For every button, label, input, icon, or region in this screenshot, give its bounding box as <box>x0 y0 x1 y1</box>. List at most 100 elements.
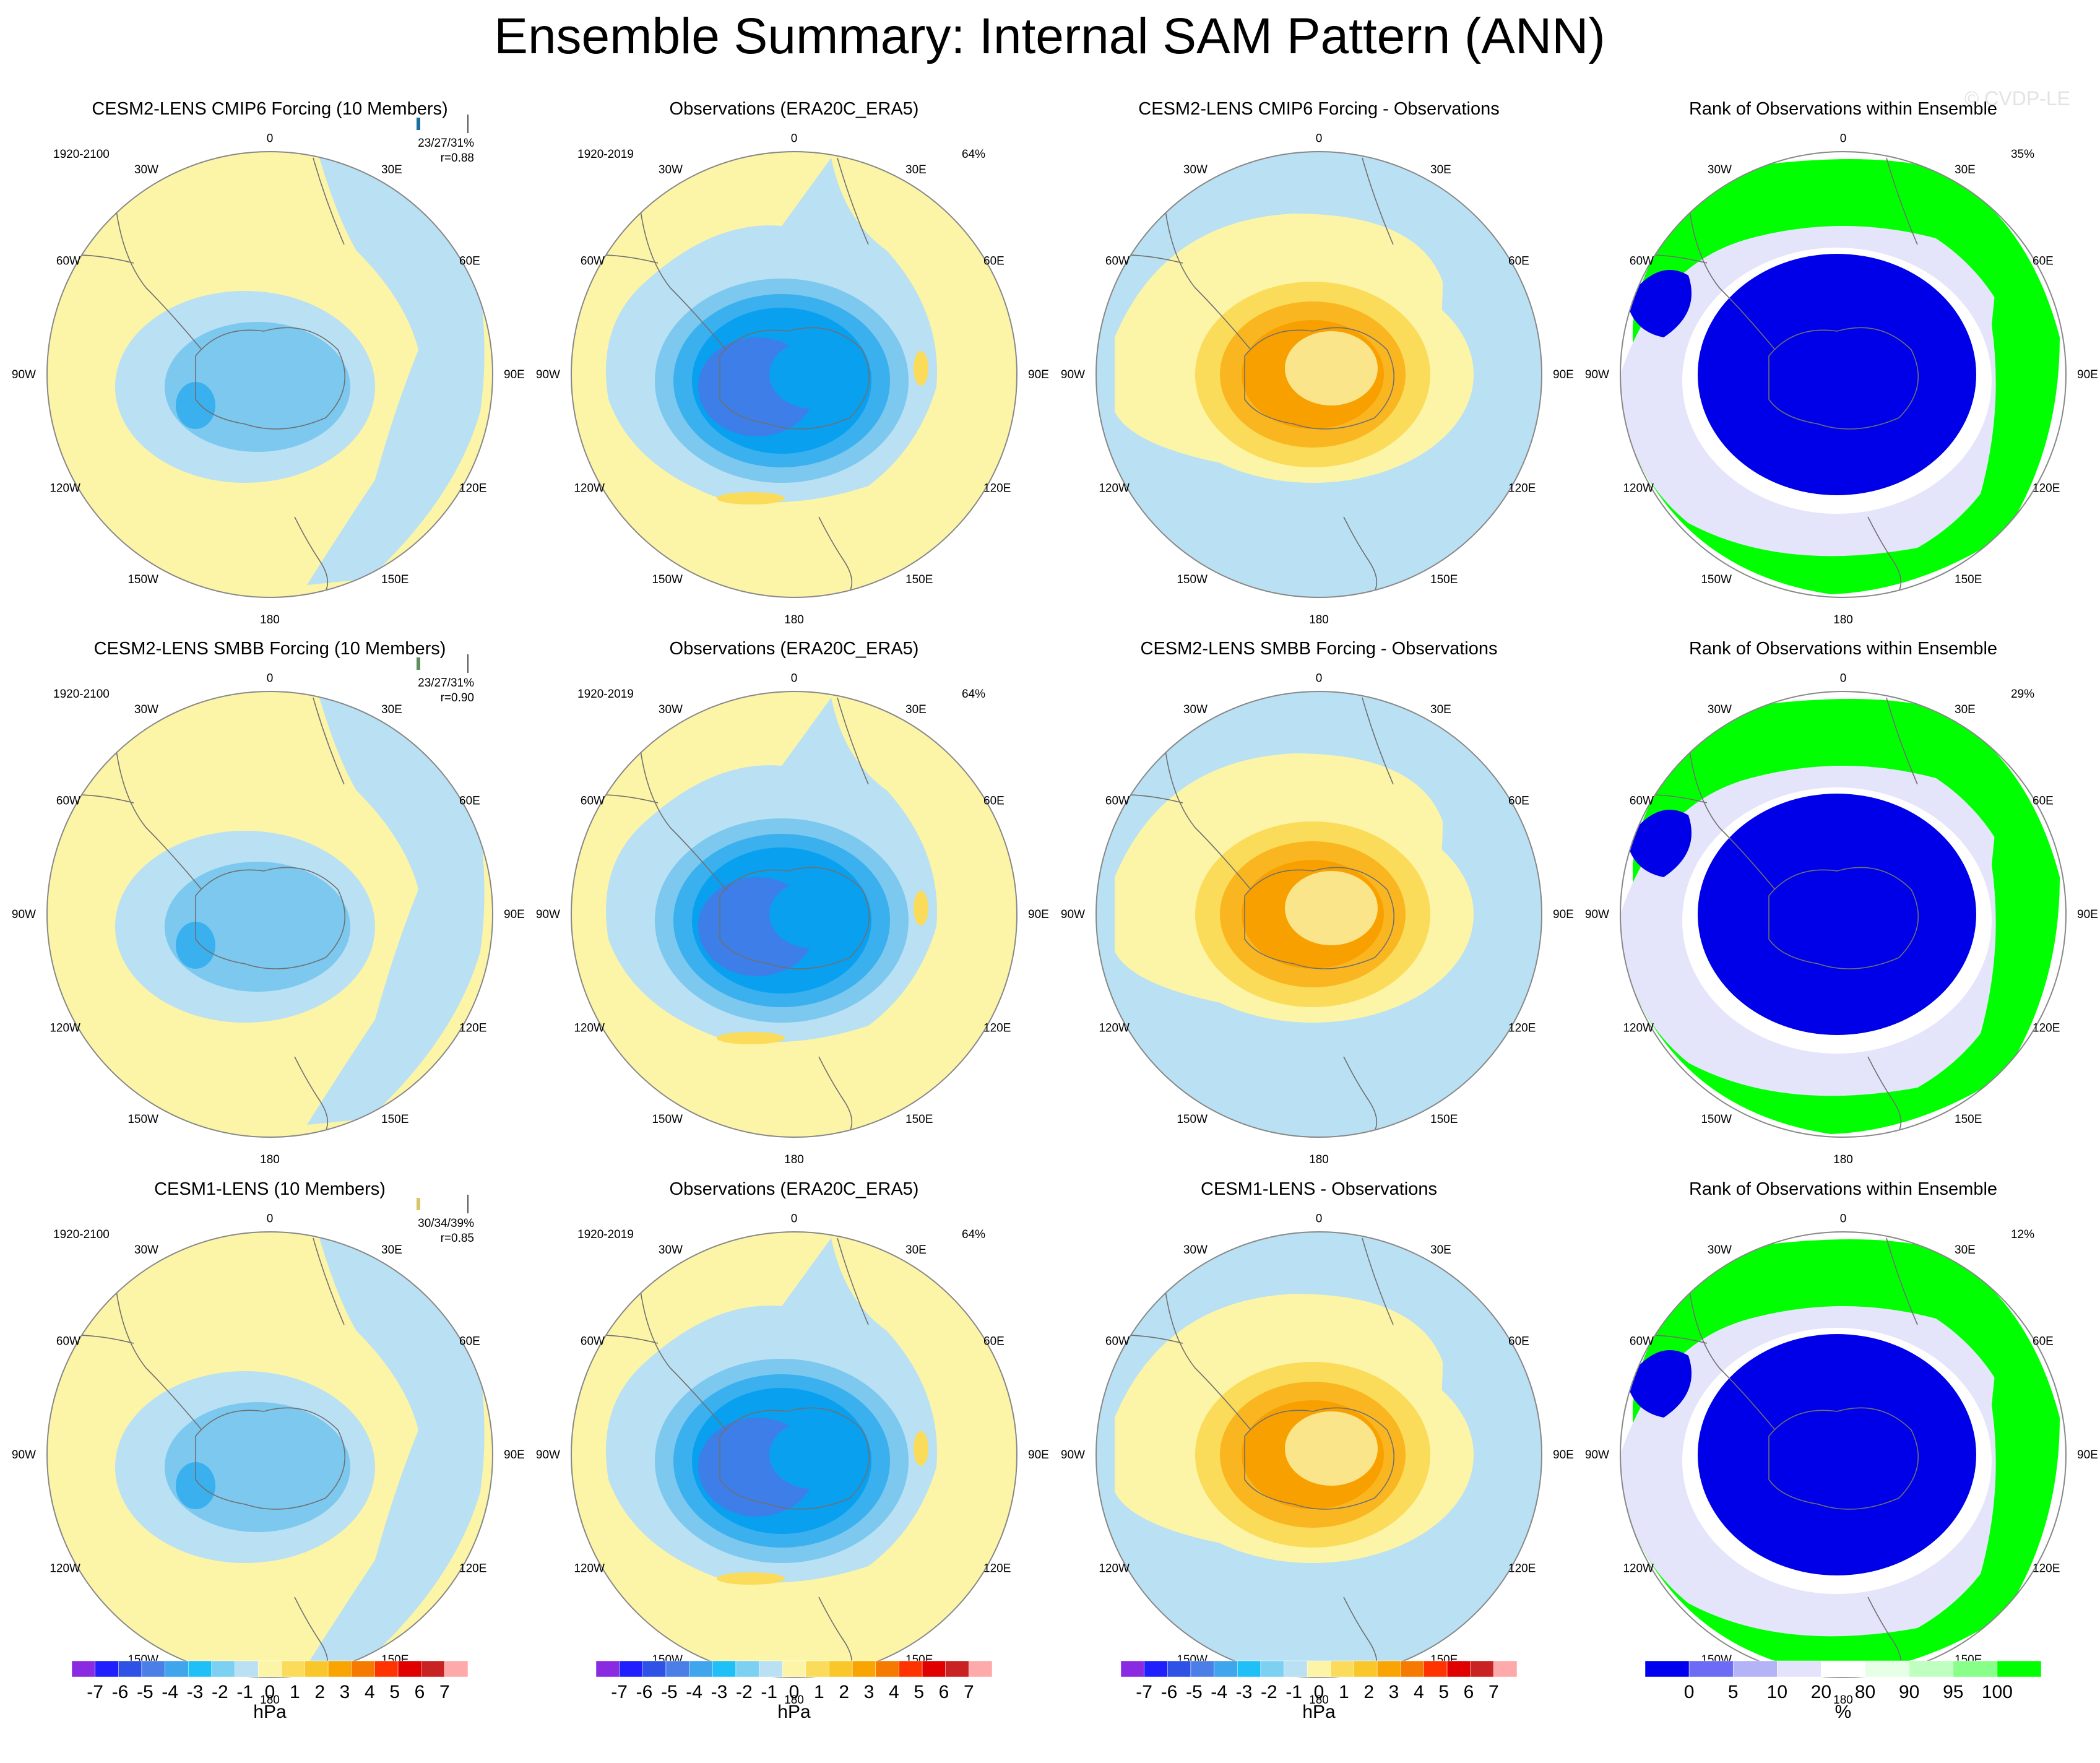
lon-label-left_mid: 90W <box>1061 908 1085 921</box>
lon-label-right_upper: 60E <box>459 254 480 267</box>
colorbar-swatch <box>969 1660 993 1678</box>
colorbar-swatch <box>712 1660 737 1678</box>
colorbar-swatch <box>1120 1660 1144 1678</box>
colorbar-swatch <box>1307 1660 1331 1678</box>
lon-label-right_lower: 120E <box>983 1022 1011 1035</box>
map-disc-r3-obs <box>571 1231 1018 1678</box>
colorbar-tick-label: 95 <box>1943 1682 1963 1702</box>
colorbar-swatch <box>1214 1660 1238 1678</box>
lon-label-bottom: 180 <box>1833 1694 1853 1707</box>
panel-title-r2-rank: Rank of Observations within Ensemble <box>1689 639 1997 659</box>
lon-label-left_lower: 120W <box>574 1562 605 1575</box>
lon-label-right_lower: 120E <box>2033 1022 2060 1035</box>
colorbar-swatch <box>945 1660 969 1678</box>
lon-label-bottom: 180 <box>260 1694 280 1707</box>
lon-label-bottom: 180 <box>1309 1694 1329 1707</box>
colorbar-swatch <box>188 1660 212 1678</box>
lon-label-left_top: 30W <box>659 1244 683 1257</box>
colorbar-swatch <box>852 1660 876 1678</box>
lon-label-left_top: 30W <box>134 163 158 176</box>
colorbar-tick-label: -1 <box>1285 1682 1302 1702</box>
lon-label-left_bottom: 150W <box>652 1113 683 1126</box>
panel-r3-diff: CESM1-LENS - Observations 0 30E 60E 90E 120E 1… <box>1061 1179 1574 1707</box>
colorbar-tick-label: 2 <box>314 1682 325 1702</box>
colorbar-tick-label: 3 <box>1389 1682 1399 1702</box>
lon-label-right_mid: 90E <box>504 368 525 381</box>
colorbar-tick-label: -6 <box>112 1682 129 1702</box>
lon-label-right_upper: 60E <box>983 794 1005 807</box>
colorbar-unit-label: hPa <box>777 1702 811 1722</box>
colorbar-tick-label: -5 <box>137 1682 153 1702</box>
lon-label-left_top: 30W <box>1708 1244 1732 1257</box>
colorbar-swatch <box>305 1660 329 1678</box>
colorbar-tick-label: -3 <box>1236 1682 1253 1702</box>
lon-label-left_mid: 90W <box>1061 1449 1085 1462</box>
colorbar-swatch <box>1237 1660 1261 1678</box>
panel-title-r2-obs: Observations (ERA20C_ERA5) <box>670 639 919 659</box>
colorbar-tick-label: -7 <box>611 1682 628 1702</box>
panel-r3-model: CESM1-LENS (10 Members) 0 30E 60E 90E 120E 1 5 0… <box>12 1179 525 1707</box>
colorbar-swatch <box>421 1660 445 1678</box>
colorbar-tick-label: -1 <box>761 1682 777 1702</box>
panel-title-r1-rank: Rank of Observations within Ensemble <box>1689 99 1997 119</box>
colorbar-hpa-1: -7 -6 -5 -4 -3 -2 -1 0 1 2 3 4 5 6 7 hPa <box>71 1660 469 1722</box>
lon-label-top: 0 <box>267 132 274 145</box>
colorbar-swatch <box>1167 1660 1191 1678</box>
lon-label-top: 0 <box>791 672 798 685</box>
lon-label-right_lower: 120E <box>459 482 486 495</box>
colorbar-swatch <box>922 1660 946 1678</box>
colorbar-swatch <box>1493 1660 1518 1678</box>
lon-label-right_mid: 90E <box>2077 1449 2098 1462</box>
percent-label: 35% <box>2011 148 2034 161</box>
colorbar-swatch <box>1909 1660 1954 1678</box>
lon-label-right_upper: 60E <box>2033 1335 2054 1348</box>
colorbar-unit-label: hPa <box>253 1702 287 1722</box>
colorbar-tick-label: 0 <box>1314 1682 1324 1702</box>
lon-label-right_upper: 60E <box>1508 794 1529 807</box>
panel-title-r2-diff: CESM2-LENS SMBB Forcing - Observations <box>1141 639 1498 659</box>
lon-label-left_upper: 60W <box>581 794 605 807</box>
colorbar-swatch <box>1470 1660 1494 1678</box>
lon-label-right_top: 30E <box>1430 163 1451 176</box>
lon-label-left_upper: 60W <box>1105 1335 1130 1348</box>
lon-label-left_bottom: 150W <box>127 1113 158 1126</box>
lon-label-left_mid: 90W <box>1585 908 1609 921</box>
colorbar-swatch <box>1865 1660 1909 1678</box>
lon-label-top: 0 <box>1316 1212 1323 1225</box>
colorbar-unit-label: hPa <box>1302 1702 1336 1722</box>
colorbar-tick-label: 3 <box>340 1682 350 1702</box>
lon-label-right_mid: 90E <box>1553 368 1574 381</box>
colorbar-tick-label: -2 <box>1261 1682 1277 1702</box>
percent-label: 64% <box>962 688 985 701</box>
colorbar-tick-label: -7 <box>87 1682 103 1702</box>
spread-marker-icon <box>417 654 469 673</box>
lon-label-left_lower: 120W <box>1099 482 1130 495</box>
lon-label-right_upper: 60E <box>983 254 1005 267</box>
colorbar-swatch <box>689 1660 713 1678</box>
colorbar-swatch <box>1260 1660 1284 1678</box>
lon-label-bottom: 180 <box>1833 613 1853 626</box>
colorbar-swatch <box>257 1660 282 1678</box>
colorbar-tick-label: -5 <box>661 1682 678 1702</box>
lon-label-right_lower: 120E <box>459 1562 486 1575</box>
colorbar-tick-label: 90 <box>1899 1682 1919 1702</box>
colorbar-tick-label: 4 <box>365 1682 375 1702</box>
lon-label-left_top: 30W <box>659 703 683 716</box>
colorbar-tick-label: -6 <box>1161 1682 1178 1702</box>
lon-label-bottom: 180 <box>1833 1153 1853 1166</box>
lon-label-left_upper: 60W <box>1630 1335 1654 1348</box>
colorbar-tick-label: -3 <box>711 1682 728 1702</box>
lon-label-right_top: 30E <box>1430 703 1451 716</box>
lon-label-right_bottom: 150E <box>1955 573 1982 586</box>
lon-label-right_lower: 120E <box>1508 1022 1536 1035</box>
colorbar-tick-label: 10 <box>1767 1682 1787 1702</box>
colorbar-swatch <box>281 1660 305 1678</box>
map-disc-r3-model <box>46 1231 493 1678</box>
colorbar-swatch <box>1821 1660 1865 1678</box>
colorbar-swatch <box>397 1660 421 1678</box>
panel-r1-diff: CESM2-LENS CMIP6 Forcing - Observations 0… <box>1061 99 1574 626</box>
panel-title-r3-rank: Rank of Observations within Ensemble <box>1689 1179 1997 1199</box>
colorbar-tick-label: 4 <box>1414 1682 1424 1702</box>
colorbar-tick-label: 3 <box>864 1682 875 1702</box>
